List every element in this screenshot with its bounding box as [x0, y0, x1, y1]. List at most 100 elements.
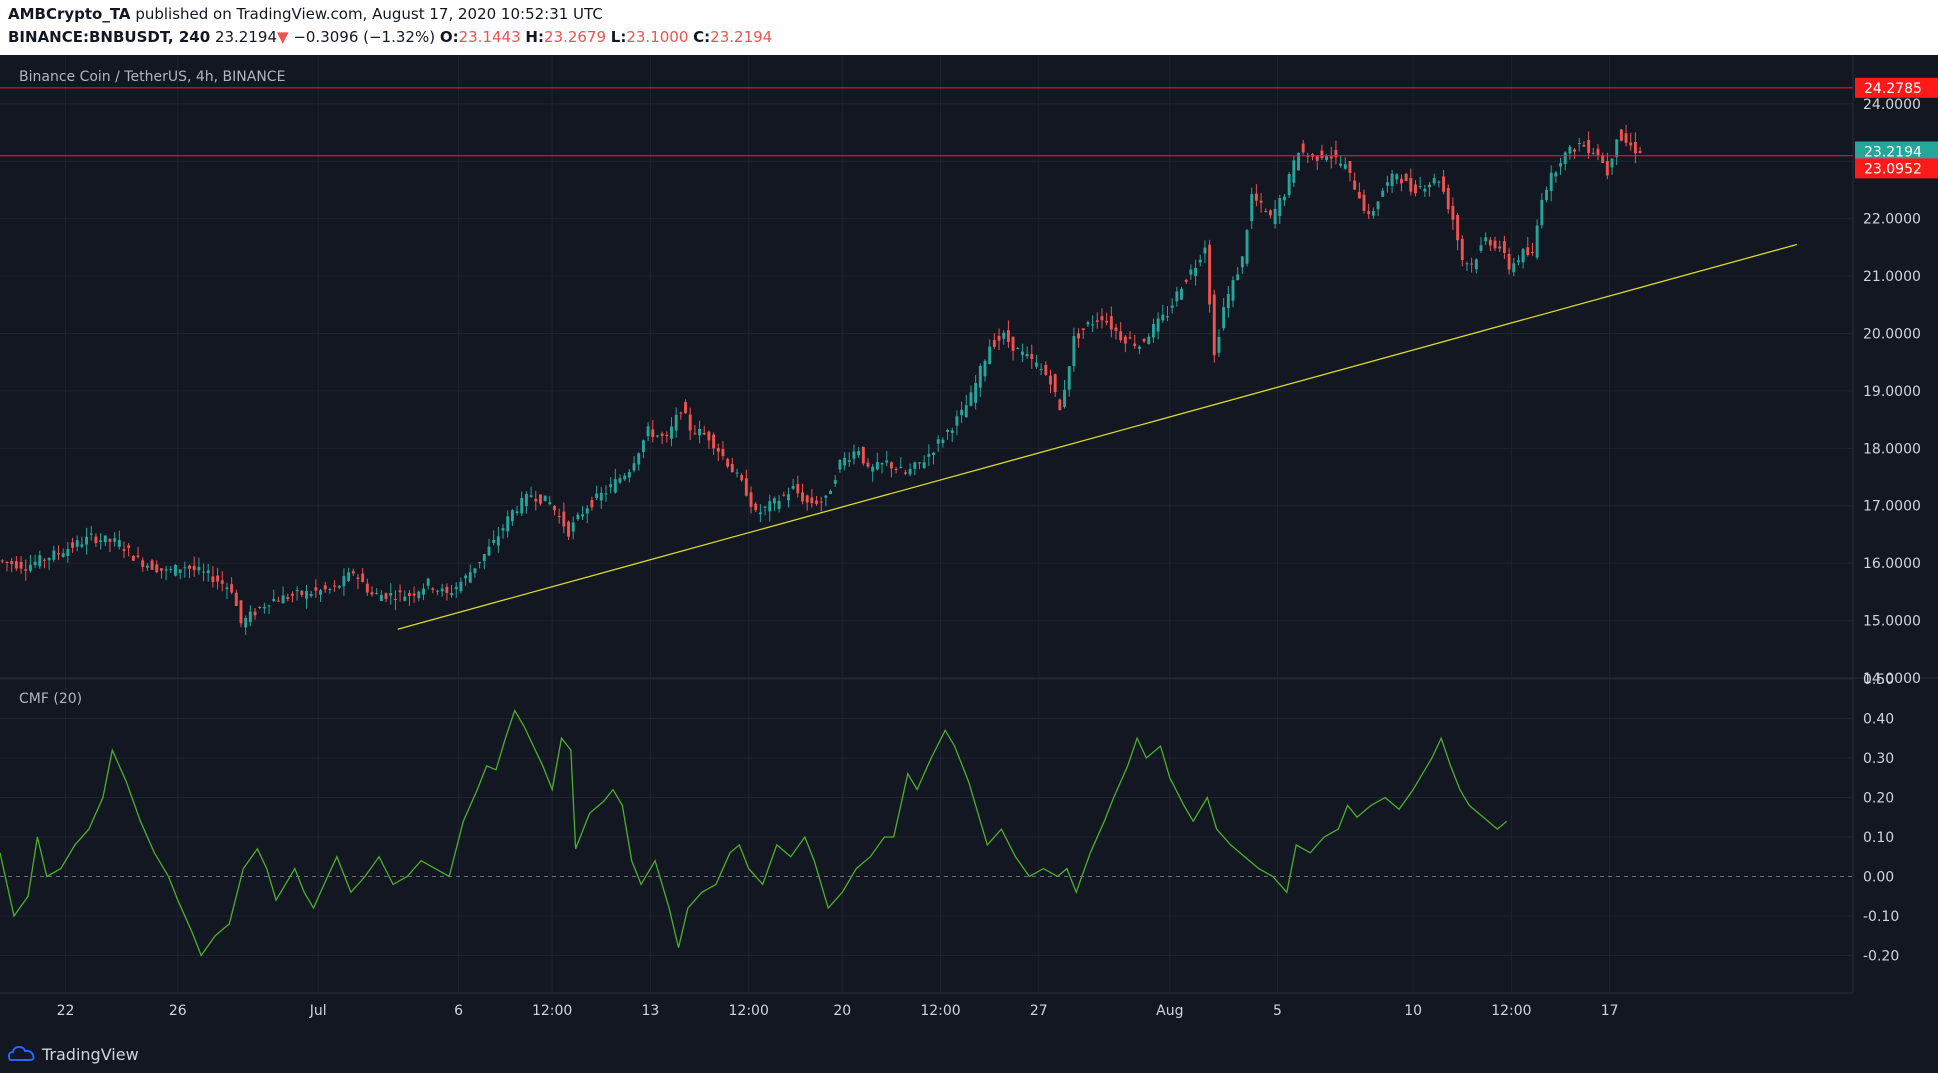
candle-body: [871, 466, 875, 472]
candle-body: [216, 575, 220, 582]
candle-body: [19, 561, 23, 569]
candle-body: [248, 611, 252, 623]
candle-body: [974, 382, 978, 403]
candle-body: [253, 611, 257, 616]
candle-body: [627, 471, 631, 478]
candle-body: [1030, 353, 1034, 360]
candle-body: [183, 567, 187, 569]
candle-body: [1474, 259, 1478, 270]
candle-body: [641, 440, 645, 452]
candle-body: [1297, 152, 1300, 171]
candle-body: [1044, 364, 1048, 375]
candle-body: [744, 478, 748, 496]
candle-body: [810, 497, 814, 504]
candle-body: [1409, 178, 1413, 192]
time-axis-label: 6: [454, 1003, 463, 1019]
tradingview-brand[interactable]: TradingView: [42, 1045, 139, 1064]
candle-body: [969, 392, 973, 406]
candle-body: [389, 592, 393, 596]
candle-body: [590, 500, 594, 508]
candle-body: [1273, 208, 1277, 225]
candle-body: [819, 501, 823, 503]
candle-body: [122, 549, 126, 551]
candle-body: [880, 463, 884, 465]
candle-body: [1577, 143, 1581, 145]
time-axis[interactable]: 22 26 Jul 6 12:00 13 12:00 20 12:00 27 Aug 5 10 12:00…: [57, 1003, 1619, 1019]
candle-body: [543, 495, 547, 502]
candle-body: [1371, 211, 1375, 216]
candle-body: [75, 540, 79, 547]
candle-body: [417, 591, 421, 599]
cmf-line: [0, 709, 1508, 957]
candle-body: [777, 500, 781, 509]
candle-body: [1633, 141, 1637, 154]
candle-body: [562, 511, 566, 527]
candle-body: [553, 505, 556, 511]
candle-body: [1479, 245, 1483, 251]
candle-body: [936, 439, 940, 444]
candle-body: [1142, 339, 1146, 342]
candle-body: [220, 580, 224, 584]
candle-body: [1039, 369, 1043, 371]
candle-body: [1194, 267, 1198, 276]
candle-body: [450, 593, 454, 596]
cmf-axis[interactable]: -0.20 -0.10 0.00 0.10 0.20 0.30 0.40 0.50: [1863, 672, 1899, 964]
price-axis[interactable]: 14.0000 15.0000 16.0000 17.0000 18.0000 19.00…: [1863, 97, 1921, 687]
candle-body: [655, 435, 659, 437]
resistance-levels[interactable]: [0, 87, 1853, 157]
candle-body: [1451, 205, 1455, 220]
candle-body: [632, 463, 636, 471]
time-axis-label: 12:00: [920, 1003, 960, 1019]
candle-body: [1456, 214, 1460, 241]
candle-body: [169, 568, 173, 570]
candle-body: [1161, 314, 1165, 321]
current-price-tag: 23.2194: [1864, 144, 1922, 160]
cmf-axis-label: 0.40: [1863, 711, 1894, 727]
candle-body: [356, 577, 360, 580]
candle-body: [1339, 163, 1343, 166]
candle-body: [796, 484, 800, 494]
candle-body: [1245, 230, 1249, 264]
cmf-pane[interactable]: CMF (20): [0, 691, 1853, 957]
candle-body: [1100, 316, 1104, 321]
price-pane-title: Binance Coin / TetherUS, 4h, BINANCE: [19, 69, 285, 85]
candle-body: [1428, 184, 1431, 188]
candle-body: [1128, 337, 1132, 339]
support-trendline[interactable]: [397, 243, 1798, 630]
candle-body: [113, 538, 117, 542]
candle-body: [1236, 274, 1240, 281]
candle-body: [1231, 280, 1235, 301]
candle-body: [1133, 343, 1137, 347]
candle-body: [922, 462, 926, 468]
candle-body: [393, 598, 397, 600]
candle-body: [899, 467, 903, 469]
candle-body: [1147, 336, 1151, 345]
candle-body: [178, 569, 182, 573]
price-axis-label: 17.0000: [1863, 499, 1921, 515]
publisher-line: AMBCrypto_TA published on TradingView.co…: [8, 5, 603, 23]
candle-body: [52, 550, 56, 560]
time-axis-label: Aug: [1156, 1003, 1183, 1019]
candle-body: [1095, 320, 1099, 322]
chart-area[interactable]: Binance Coin / TetherUS, 4h, BINANCE CMF…: [0, 55, 1938, 1036]
candle-body: [10, 561, 14, 565]
candle-body: [487, 546, 491, 556]
candle-body: [1156, 318, 1160, 332]
candle-body: [131, 555, 135, 561]
candlestick-series: [0, 124, 1642, 636]
tradingview-cloud-icon[interactable]: [8, 1044, 36, 1064]
candle-body: [1423, 188, 1427, 192]
price-axis-label: 21.0000: [1863, 269, 1921, 285]
candle-body: [234, 592, 238, 606]
candle-body: [501, 528, 505, 531]
candle-body: [515, 511, 519, 513]
candle-body: [328, 589, 332, 591]
price-pane[interactable]: Binance Coin / TetherUS, 4h, BINANCE: [0, 69, 1853, 636]
candle-body: [309, 594, 313, 597]
candle-body: [670, 426, 673, 439]
candle-body: [1208, 244, 1212, 305]
candle-body: [534, 498, 538, 502]
candle-body: [506, 516, 510, 532]
author-name[interactable]: AMBCrypto_TA: [8, 5, 131, 23]
candle-body: [1353, 180, 1357, 190]
